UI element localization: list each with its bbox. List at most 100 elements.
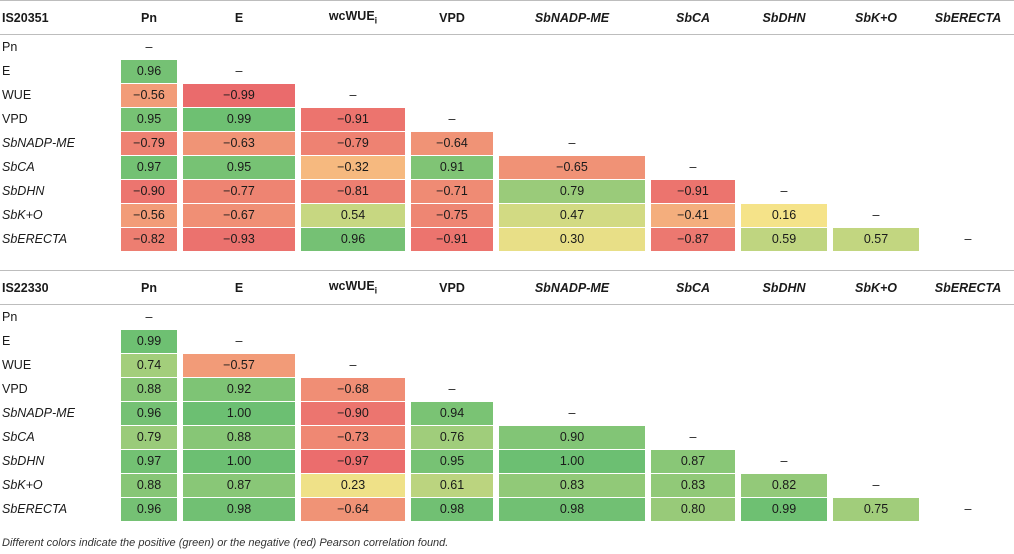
correlation-cell: 0.88: [180, 425, 298, 449]
correlation-cell: [738, 425, 830, 449]
correlation-cell: –: [496, 131, 648, 155]
correlation-cell: −0.91: [408, 227, 496, 251]
diagonal-dash: –: [568, 406, 576, 420]
column-header: SbERECTA: [922, 0, 1014, 35]
table-row: WUE 0.74 −0.57 –: [0, 353, 1014, 377]
correlation-value: −0.93: [183, 227, 295, 251]
correlation-value: 0.80: [651, 497, 735, 521]
correlation-value: −0.90: [301, 401, 405, 425]
correlation-value: 0.97: [121, 155, 177, 179]
correlation-cell: 0.99: [180, 107, 298, 131]
correlation-cell: [298, 59, 408, 83]
correlation-cell: [830, 155, 922, 179]
column-header: SbDHN: [738, 0, 830, 35]
correlation-value: 0.95: [183, 155, 295, 179]
correlation-cell: [496, 329, 648, 353]
correlation-cell: −0.68: [298, 377, 408, 401]
correlation-value: 0.23: [301, 473, 405, 497]
diagonal-dash: –: [872, 208, 880, 222]
correlation-value: −0.32: [301, 155, 405, 179]
correlation-cell: –: [408, 377, 496, 401]
correlation-cell: [496, 83, 648, 107]
correlation-cell: [922, 305, 1014, 330]
correlation-cell: [922, 131, 1014, 155]
correlation-value: 0.82: [741, 473, 827, 497]
correlation-cell: [830, 305, 922, 330]
correlation-value: −0.73: [301, 425, 405, 449]
correlation-cell: [648, 35, 738, 60]
correlation-cell: 0.87: [180, 473, 298, 497]
correlation-value: 0.99: [121, 329, 177, 353]
correlation-cell: 0.98: [180, 497, 298, 521]
correlation-cell: 0.79: [496, 179, 648, 203]
correlation-cell: [830, 425, 922, 449]
genotype-label: IS22330: [0, 270, 118, 305]
correlation-cell: [738, 305, 830, 330]
correlation-value: −0.97: [301, 449, 405, 473]
correlation-cell: [830, 59, 922, 83]
table-row: SbK+O 0.88 0.87 0.23 0.61 0.83 0.83 0.82–: [0, 473, 1014, 497]
correlation-cell: –: [830, 473, 922, 497]
correlation-cell: 1.00: [496, 449, 648, 473]
correlation-cell: 0.30: [496, 227, 648, 251]
correlation-cell: −0.91: [298, 107, 408, 131]
correlation-cell: [830, 35, 922, 60]
correlation-value: 0.87: [651, 449, 735, 473]
correlation-value: −0.91: [301, 107, 405, 131]
correlation-value: −0.64: [301, 497, 405, 521]
correlation-value: 0.88: [121, 473, 177, 497]
correlation-cell: –: [830, 203, 922, 227]
correlation-value: 0.79: [499, 179, 645, 203]
diagonal-dash: –: [145, 40, 153, 54]
correlation-cell: [830, 179, 922, 203]
table-row: SbERECTA 0.96 0.98 −0.64 0.98 0.98 0.80 0.99 0.7…: [0, 497, 1014, 521]
correlation-cell: –: [298, 83, 408, 107]
correlation-value: −0.56: [121, 83, 177, 107]
row-label: Pn: [2, 40, 18, 54]
correlation-value: 1.00: [183, 401, 295, 425]
correlation-cell: [738, 377, 830, 401]
correlation-cell: 0.94: [408, 401, 496, 425]
table-row: VPD 0.88 0.92 −0.68 –: [0, 377, 1014, 401]
correlation-value: −0.68: [301, 377, 405, 401]
correlation-cell: –: [408, 107, 496, 131]
column-header: SbERECTA: [922, 270, 1014, 305]
correlation-cell: 0.57: [830, 227, 922, 251]
correlation-cell: 0.23: [298, 473, 408, 497]
correlation-cell: [738, 35, 830, 60]
correlation-cell: [496, 305, 648, 330]
correlation-value: 0.76: [411, 425, 493, 449]
row-label: SbERECTA: [2, 502, 68, 516]
diagonal-dash: –: [689, 160, 697, 174]
correlation-cell: [922, 425, 1014, 449]
correlation-cell: [648, 59, 738, 83]
correlation-cell: [648, 131, 738, 155]
correlation-cell: [496, 35, 648, 60]
correlation-cell: −0.67: [180, 203, 298, 227]
correlation-cell: [738, 131, 830, 155]
correlation-value: 0.88: [121, 377, 177, 401]
correlation-cell: 0.99: [118, 329, 180, 353]
column-header: SbCA: [648, 270, 738, 305]
correlation-value: 0.99: [741, 497, 827, 521]
correlation-cell: [408, 305, 496, 330]
correlation-cell: −0.56: [118, 83, 180, 107]
column-header: E: [180, 270, 298, 305]
correlation-cell: [738, 83, 830, 107]
correlation-cell: 0.59: [738, 227, 830, 251]
correlation-cell: [648, 401, 738, 425]
column-header: Pn: [118, 0, 180, 35]
correlation-cell: 0.88: [118, 377, 180, 401]
correlation-cell: −0.90: [298, 401, 408, 425]
row-label: SbK+O: [2, 208, 43, 222]
correlation-cell: [830, 329, 922, 353]
correlation-cell: 0.92: [180, 377, 298, 401]
correlation-value: 0.92: [183, 377, 295, 401]
diagonal-dash: –: [780, 184, 788, 198]
correlation-cell: −0.56: [118, 203, 180, 227]
correlation-cell: −0.32: [298, 155, 408, 179]
row-label: VPD: [2, 382, 28, 396]
correlation-cell: [738, 59, 830, 83]
correlation-cell: −0.79: [118, 131, 180, 155]
diagonal-dash: –: [349, 88, 357, 102]
